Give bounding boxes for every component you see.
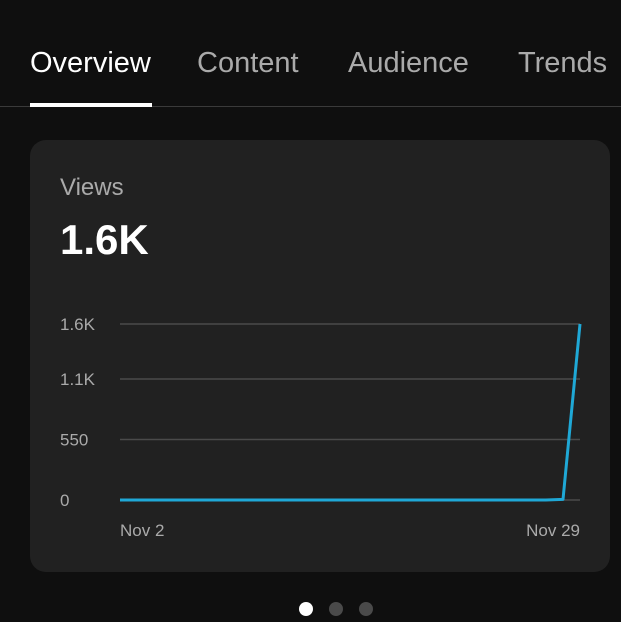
x-tick-label: Nov 2 bbox=[120, 521, 164, 540]
y-tick-label: 0 bbox=[60, 491, 69, 510]
y-tick-label: 1.6K bbox=[60, 315, 96, 334]
page-dot[interactable] bbox=[299, 602, 313, 616]
y-tick-label: 550 bbox=[60, 431, 88, 450]
metric-value: 1.6K bbox=[60, 216, 149, 263]
tab-content[interactable]: Content bbox=[197, 47, 299, 79]
tab-audience[interactable]: Audience bbox=[348, 47, 469, 79]
views-card[interactable]: Views 1.6K 0 550 1.1K 1.6K Nov 2 Nov 29 bbox=[30, 140, 610, 572]
tab-overview[interactable]: Overview bbox=[30, 47, 151, 79]
tab-trends[interactable]: Trends bbox=[518, 47, 608, 79]
series-line-views bbox=[120, 323, 582, 502]
page-dot[interactable] bbox=[329, 602, 343, 616]
tab-bar: Overview Content Audience Trends bbox=[0, 0, 621, 107]
x-tick-label: Nov 29 bbox=[526, 521, 580, 540]
active-tab-indicator bbox=[30, 103, 152, 107]
views-line-chart: 0 550 1.1K 1.6K Nov 2 Nov 29 bbox=[60, 315, 582, 540]
y-tick-label: 1.1K bbox=[60, 370, 96, 389]
page-dot[interactable] bbox=[359, 602, 373, 616]
page-indicator bbox=[0, 602, 621, 622]
metric-label: Views bbox=[60, 174, 124, 201]
